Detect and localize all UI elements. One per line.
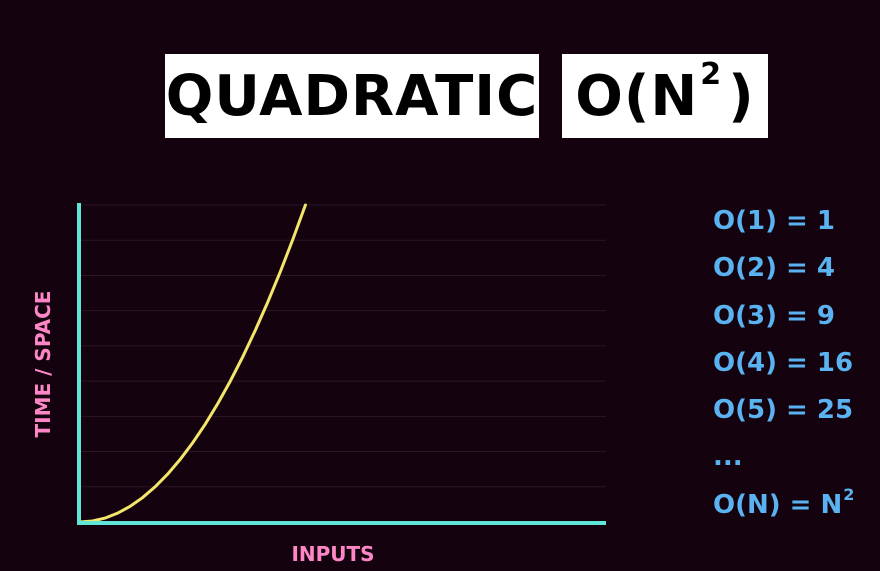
legend-item-text: O(2) = 4 — [713, 253, 835, 284]
notation-exponent: 2 — [700, 56, 723, 92]
legend-item-text: ... — [713, 442, 743, 473]
title-quadratic: QUADRATIC — [165, 54, 539, 138]
legend-item: O(2) = 4 — [713, 245, 873, 292]
legend-item-text: O(3) = 9 — [713, 300, 835, 331]
notation-close: ) — [728, 63, 755, 129]
legend-item: ... — [713, 434, 873, 481]
legend-item: O(5) = 25 — [713, 387, 873, 434]
notation-base: O(N — [575, 63, 699, 129]
legend-item-exponent: 2 — [843, 484, 855, 504]
grid-lines — [80, 204, 606, 488]
legend-item-text: O(1) = 1 — [713, 206, 835, 236]
legend-item-text: O(5) = 25 — [713, 395, 854, 426]
legend-item: O(4) = 16 — [713, 340, 873, 387]
title-notation: O(N 2) — [562, 54, 768, 138]
quadratic-curve — [78, 203, 307, 524]
legend-item-text: O(N) = N — [713, 489, 843, 520]
complexity-legend: O(1) = 1 O(2) = 4 O(3) = 9 O(4) = 16 O(5) = … — [713, 198, 873, 529]
legend-item-text: O(4) = 16 — [713, 347, 854, 378]
legend-item: O(1) = 1 — [713, 198, 873, 245]
title-text: QUADRATIC — [165, 63, 539, 129]
legend-item: O(3) = 9 — [713, 293, 873, 340]
x-axis-label: INPUTS — [291, 542, 374, 566]
y-axis-label: TIME / SPACE — [31, 291, 55, 438]
legend-item: O(N) = N2 — [713, 482, 873, 529]
